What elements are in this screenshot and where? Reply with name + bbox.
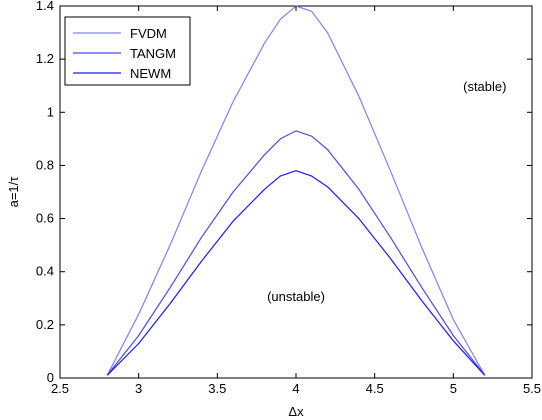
x-tick-label: 5: [450, 381, 457, 396]
y-tick-label: 0.8: [36, 157, 54, 172]
x-tick-label: 5.5: [523, 381, 541, 396]
legend-label-fvdm: FVDM: [130, 26, 167, 41]
y-tick-label: 0.2: [36, 317, 54, 332]
annotation-unstable: (unstable): [267, 289, 325, 304]
y-tick-label: 1.2: [36, 51, 54, 66]
x-tick-label: 3.5: [208, 381, 226, 396]
y-tick-label: 1: [47, 104, 54, 119]
x-tick-label: 2.5: [51, 381, 69, 396]
series-line-tangm: [106, 130, 486, 376]
axes-group: 2.5 3 3.5 4 4.5 5 5.5 0 0.2 0.4 0.6 0.8 1 1.2 1.4: [36, 0, 541, 396]
y-tick-label: 0.4: [36, 264, 54, 279]
legend-label-newm: NEWM: [130, 66, 171, 81]
y-tick-label: 0.6: [36, 211, 54, 226]
legend: FVDM TANGM NEWM: [64, 16, 191, 86]
x-tick-label: 4.5: [366, 381, 384, 396]
y-tick-label: 1.4: [36, 0, 54, 13]
y-axis-label: a=1/τ: [6, 176, 21, 208]
x-axis-label: Δx: [288, 404, 304, 419]
annotations: (stable) (unstable): [267, 79, 506, 304]
x-tick-label: 3: [135, 381, 142, 396]
legend-label-tangm: TANGM: [130, 46, 176, 61]
x-tick-label: 4: [292, 381, 299, 396]
legend-box: [64, 16, 191, 86]
annotation-stable: (stable): [463, 79, 506, 94]
y-tick-label: 0: [47, 370, 54, 385]
series-line-newm: [106, 170, 486, 376]
